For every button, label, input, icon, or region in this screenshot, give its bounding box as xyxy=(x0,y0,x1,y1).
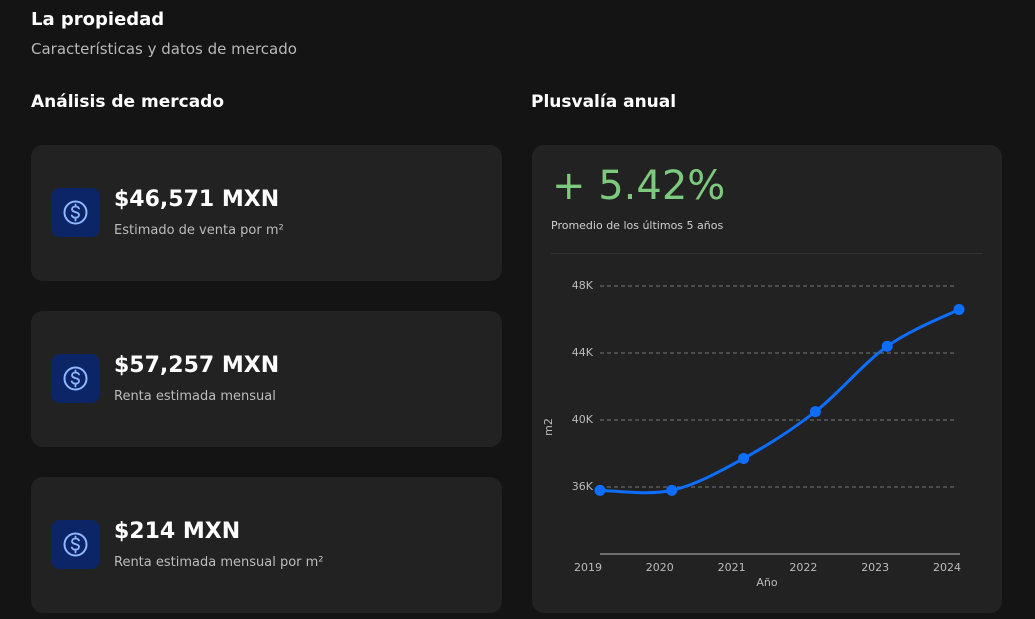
stat-label: Estimado de venta por m² xyxy=(114,223,284,238)
money-icon xyxy=(51,354,100,403)
point xyxy=(594,484,606,496)
stat-value: $46,571 MXN xyxy=(114,187,280,212)
point xyxy=(953,303,965,315)
money-icon xyxy=(51,520,100,569)
y-axis-label: m2 xyxy=(542,418,555,436)
y-tick-label: 48K xyxy=(572,279,594,292)
point xyxy=(666,484,678,496)
section-title: Análisis de mercado xyxy=(31,92,225,112)
stat-value: $57,257 MXN xyxy=(114,353,280,378)
stat-card: $214 MXN Renta estimada mensual por m² xyxy=(31,477,502,613)
x-tick-label: 2020 xyxy=(646,561,674,574)
point xyxy=(738,453,750,465)
point xyxy=(881,340,893,352)
point xyxy=(809,406,821,418)
line xyxy=(599,308,960,495)
page-subtitle: Características y datos de mercado xyxy=(31,40,297,58)
stat-label: Renta estimada mensual por m² xyxy=(114,555,324,570)
y-tick-label: 36K xyxy=(572,480,594,493)
change-caption: Promedio de los últimos 5 años xyxy=(551,219,724,232)
change-value: + 5.42% xyxy=(552,163,726,209)
divider xyxy=(551,253,983,254)
x-tick-label: 2023 xyxy=(861,561,889,574)
x-tick-label: 2024 xyxy=(933,561,961,574)
money-icon xyxy=(51,188,100,237)
page-title: La propiedad xyxy=(31,9,165,30)
stat-card: $57,257 MXN Renta estimada mensual xyxy=(31,311,502,447)
stat-value: $214 MXN xyxy=(114,519,241,544)
chart-panel: + 5.42% Promedio de los últimos 5 años xyxy=(532,145,1002,613)
y-tick-label: 44K xyxy=(572,346,594,359)
x-axis-label: Año xyxy=(756,576,777,589)
stat-label: Renta estimada mensual xyxy=(114,389,276,404)
section-title: Plusvalía anual xyxy=(531,92,677,112)
x-tick-label: 2022 xyxy=(789,561,817,574)
x-tick-label: 2019 xyxy=(574,561,602,574)
y-tick-label: 40K xyxy=(572,413,594,426)
x-tick-label: 2021 xyxy=(718,561,746,574)
stat-card: $46,571 MXN Estimado de venta por m² xyxy=(31,145,502,281)
